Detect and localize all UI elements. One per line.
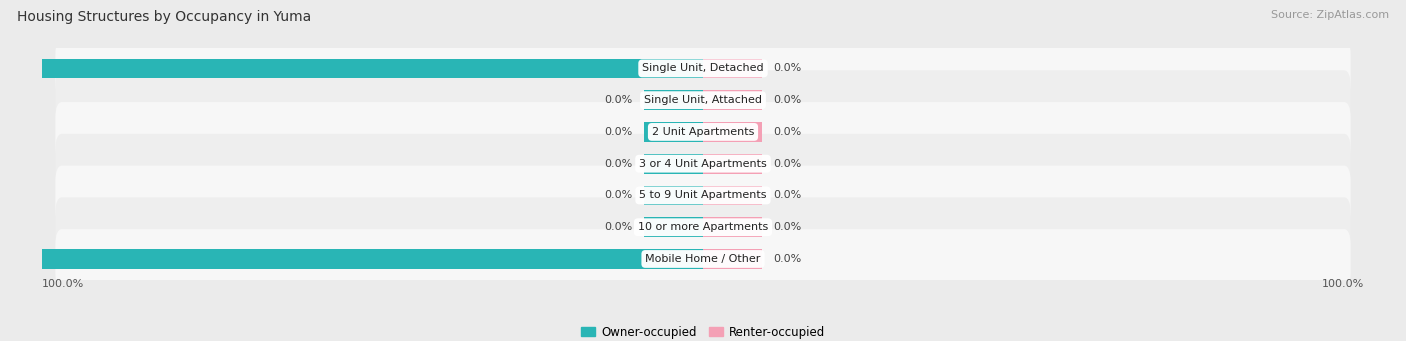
- Text: 100.0%: 100.0%: [42, 279, 84, 289]
- Bar: [0, 249, 703, 269]
- FancyBboxPatch shape: [55, 134, 1351, 194]
- Bar: [703, 90, 762, 110]
- Bar: [644, 154, 703, 174]
- Text: Single Unit, Detached: Single Unit, Detached: [643, 63, 763, 73]
- Text: 0.0%: 0.0%: [773, 190, 801, 201]
- Text: 0.0%: 0.0%: [605, 190, 633, 201]
- FancyBboxPatch shape: [55, 166, 1351, 225]
- FancyBboxPatch shape: [55, 70, 1351, 130]
- Bar: [644, 90, 703, 110]
- Text: 0.0%: 0.0%: [605, 159, 633, 169]
- Text: 0.0%: 0.0%: [773, 222, 801, 232]
- Bar: [703, 122, 762, 142]
- Text: 10 or more Apartments: 10 or more Apartments: [638, 222, 768, 232]
- Text: Housing Structures by Occupancy in Yuma: Housing Structures by Occupancy in Yuma: [17, 10, 311, 24]
- Text: 0.0%: 0.0%: [773, 127, 801, 137]
- Text: 0.0%: 0.0%: [605, 222, 633, 232]
- FancyBboxPatch shape: [55, 229, 1351, 289]
- Text: 0.0%: 0.0%: [773, 95, 801, 105]
- Text: 0.0%: 0.0%: [773, 159, 801, 169]
- Text: 100.0%: 100.0%: [1322, 279, 1364, 289]
- Bar: [644, 122, 703, 142]
- FancyBboxPatch shape: [55, 39, 1351, 98]
- FancyBboxPatch shape: [55, 102, 1351, 162]
- Bar: [644, 186, 703, 205]
- Text: 0.0%: 0.0%: [605, 127, 633, 137]
- Bar: [703, 249, 762, 269]
- Text: 2 Unit Apartments: 2 Unit Apartments: [652, 127, 754, 137]
- Bar: [703, 154, 762, 174]
- Legend: Owner-occupied, Renter-occupied: Owner-occupied, Renter-occupied: [576, 321, 830, 341]
- Text: Mobile Home / Other: Mobile Home / Other: [645, 254, 761, 264]
- Bar: [703, 186, 762, 205]
- Bar: [644, 217, 703, 237]
- Text: 5 to 9 Unit Apartments: 5 to 9 Unit Apartments: [640, 190, 766, 201]
- Text: Single Unit, Attached: Single Unit, Attached: [644, 95, 762, 105]
- Text: 0.0%: 0.0%: [605, 95, 633, 105]
- Text: 0.0%: 0.0%: [773, 254, 801, 264]
- FancyBboxPatch shape: [55, 197, 1351, 257]
- Text: 0.0%: 0.0%: [773, 63, 801, 73]
- Bar: [703, 217, 762, 237]
- Bar: [703, 59, 762, 78]
- Text: Source: ZipAtlas.com: Source: ZipAtlas.com: [1271, 10, 1389, 20]
- Text: 3 or 4 Unit Apartments: 3 or 4 Unit Apartments: [640, 159, 766, 169]
- Bar: [0, 59, 703, 78]
